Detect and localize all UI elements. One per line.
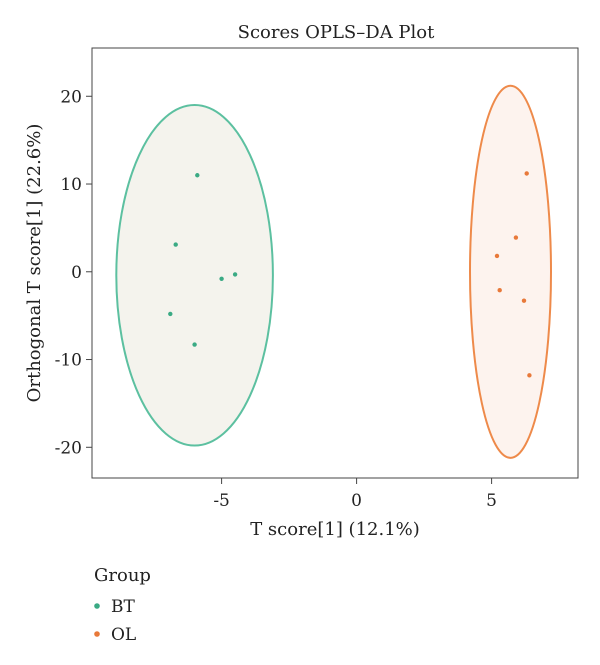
point-ol-2 <box>513 235 519 240</box>
chart-title: Scores OPLS–DA Plot <box>238 22 435 43</box>
legend: Group BT OL <box>94 565 151 645</box>
y-tick-label: 20 <box>60 87 82 107</box>
point-bt-5 <box>168 311 173 317</box>
point-ol-3 <box>494 253 500 259</box>
x-tick-label: -5 <box>213 491 230 511</box>
y-axis-label: Orthogonal T score[1] (22.6%) <box>24 124 45 403</box>
confidence-ellipse-bt <box>115 104 274 447</box>
legend-label-ol: OL <box>111 625 136 645</box>
confidence-ellipse-ol <box>469 84 552 459</box>
legend-marker-ol <box>94 631 100 637</box>
y-tick-label: 0 <box>71 263 82 283</box>
y-tick-label: 10 <box>60 175 82 195</box>
point-ol-4 <box>497 288 502 293</box>
point-bt-6 <box>192 342 197 347</box>
legend-label-bt: BT <box>111 597 135 617</box>
x-tick-label: 5 <box>486 491 497 511</box>
point-bt-1 <box>195 173 200 178</box>
point-bt-2 <box>173 242 178 247</box>
point-ol-1 <box>524 171 529 176</box>
point-ol-6 <box>527 373 532 378</box>
x-tick-label: 0 <box>351 491 362 511</box>
legend-title: Group <box>94 565 151 586</box>
x-axis-label: T score[1] (12.1%) <box>250 519 420 540</box>
point-bt-3 <box>219 276 224 281</box>
y-tick-label: -10 <box>55 351 82 371</box>
legend-marker-bt <box>94 603 100 609</box>
y-tick-label: -20 <box>55 438 82 458</box>
point-bt-4 <box>232 272 238 277</box>
point-ol-5 <box>521 298 527 303</box>
